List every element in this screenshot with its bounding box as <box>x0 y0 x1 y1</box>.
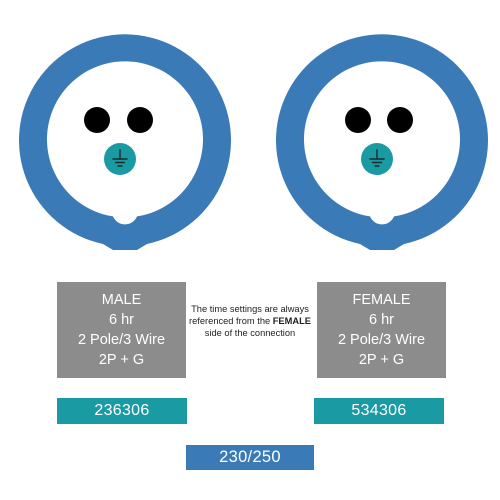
female-config: 2P + G <box>358 352 405 368</box>
male-pin-right <box>127 107 153 133</box>
female-pin-left <box>345 107 371 133</box>
male-title: MALE <box>101 292 142 308</box>
male-code: 236306 <box>94 402 150 419</box>
time-settings-note: The time settings are always referenced … <box>188 303 312 340</box>
female-code-box: 534306 <box>314 398 444 424</box>
earth-ground-icon <box>361 143 393 175</box>
male-connector-face-inner <box>46 61 204 225</box>
male-time: 6 hr <box>109 312 134 328</box>
female-title: FEMALE <box>352 292 411 308</box>
male-connector <box>0 0 250 270</box>
female-connector <box>257 0 500 270</box>
note-text-after: side of the connection <box>204 328 296 339</box>
male-poles: 2 Pole/3 Wire <box>77 332 166 348</box>
female-connector-face-inner <box>304 61 460 225</box>
female-pin-right <box>387 107 413 133</box>
male-connector-face <box>18 34 232 250</box>
male-pin-left <box>84 107 110 133</box>
female-time: 6 hr <box>369 312 394 328</box>
earth-ground-icon <box>104 143 136 175</box>
female-info-box: FEMALE 6 hr 2 Pole/3 Wire 2P + G <box>317 282 446 378</box>
voltage-rating: 230/250 <box>219 448 281 466</box>
male-info-box: MALE 6 hr 2 Pole/3 Wire 2P + G <box>57 282 186 378</box>
note-emphasis: FEMALE <box>272 316 311 327</box>
female-code: 534306 <box>351 402 407 419</box>
female-poles: 2 Pole/3 Wire <box>337 332 426 348</box>
note-text-before: The time settings are always referenced … <box>189 304 309 327</box>
female-connector-face <box>275 34 488 250</box>
male-config: 2P + G <box>98 352 145 368</box>
male-code-box: 236306 <box>57 398 187 424</box>
voltage-box: 230/250 <box>186 445 314 470</box>
